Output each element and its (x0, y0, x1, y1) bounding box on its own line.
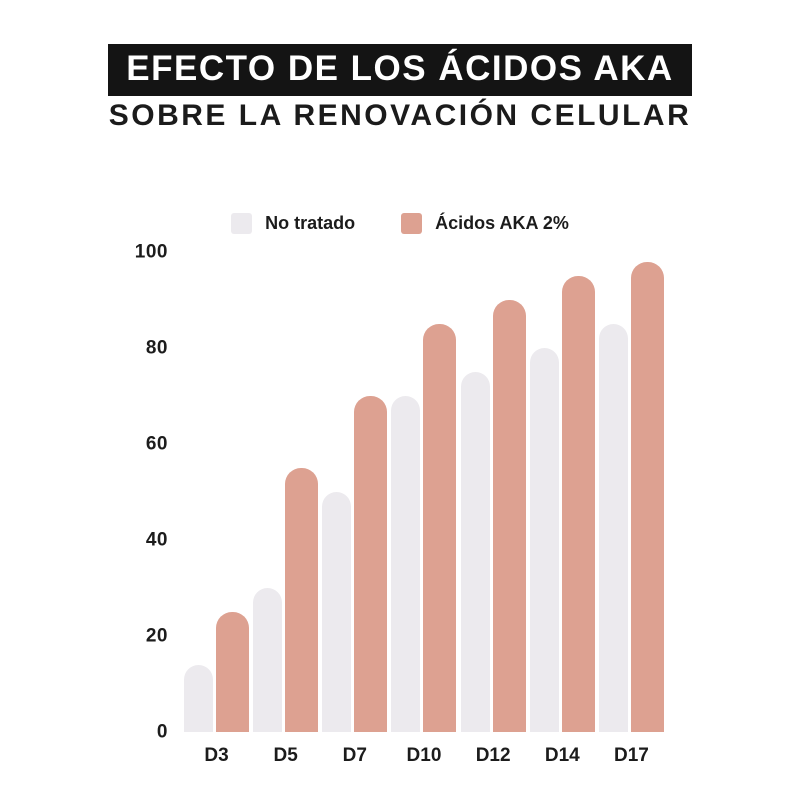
bar-group-d17: D17 (598, 252, 664, 766)
bar-no-tratado-d17 (598, 324, 628, 732)
title-block: EFECTO DE LOS ÁCIDOS AKA SOBRE LA RENOVA… (0, 44, 800, 133)
bar-no-tratado-d7 (322, 492, 352, 732)
bar-group-d10: D10 (391, 252, 457, 766)
bar-group-d7: D7 (322, 252, 388, 766)
y-axis-tick-label: 80 (145, 337, 168, 359)
x-axis-label-d12: D12 (475, 745, 511, 766)
x-axis-label-d14: D14 (544, 745, 580, 766)
bar-chart: 0 20 40 60 80 100 D3 D5 D7 D10 D12 D14 D17 (0, 243, 800, 792)
chart-legend: No tratado Ácidos AKA 2% (0, 213, 800, 234)
bar-acidos-aka-2-d5 (285, 468, 319, 732)
bar-group-d5: D5 (253, 252, 319, 766)
bar-acidos-aka-2-d17 (630, 262, 664, 732)
y-axis-tick-label: 100 (134, 241, 168, 263)
y-axis-tick-label: 60 (145, 433, 168, 455)
bar-no-tratado-d10 (391, 396, 421, 732)
page-title: EFECTO DE LOS ÁCIDOS AKA (108, 44, 692, 96)
x-axis-label-d5: D5 (273, 745, 298, 766)
legend-item-acidos-aka: Ácidos AKA 2% (401, 213, 569, 234)
legend-swatch-no-tratado-icon (231, 213, 253, 234)
bar-group-d12: D12 (460, 252, 526, 766)
bar-acidos-aka-2-d10 (423, 324, 457, 732)
x-axis-label-d3: D3 (204, 745, 229, 766)
bar-no-tratado-d5 (253, 588, 283, 732)
bar-group-d14: D14 (529, 252, 595, 766)
bar-acidos-aka-2-d14 (561, 276, 595, 732)
page-subtitle: SOBRE LA RENOVACIÓN CELULAR (108, 98, 692, 132)
legend-item-no-tratado: No tratado (231, 213, 355, 234)
bar-no-tratado-d14 (529, 348, 559, 732)
x-axis-label-d7: D7 (342, 745, 367, 766)
y-axis-tick-label: 0 (156, 721, 168, 743)
y-axis-tick-label: 20 (145, 625, 168, 647)
legend-label-no-tratado: No tratado (265, 213, 356, 233)
plot-area: D3 D5 D7 D10 D12 D14 D17 (184, 252, 664, 766)
x-axis-label-d17: D17 (614, 745, 649, 766)
x-axis-label-d10: D10 (406, 745, 442, 766)
bar-group-d3: D3 (184, 252, 249, 766)
bar-acidos-aka-2-d3 (216, 612, 249, 732)
bar-no-tratado-d3 (184, 665, 213, 732)
y-axis: 0 20 40 60 80 100 (118, 243, 168, 742)
bar-acidos-aka-2-d7 (354, 396, 388, 732)
bar-no-tratado-d12 (460, 372, 490, 732)
legend-label-acidos-aka: Ácidos AKA 2% (435, 213, 569, 233)
legend-swatch-acidos-aka-icon (401, 213, 423, 234)
bar-acidos-aka-2-d12 (492, 300, 526, 732)
y-axis-tick-label: 40 (145, 529, 168, 551)
